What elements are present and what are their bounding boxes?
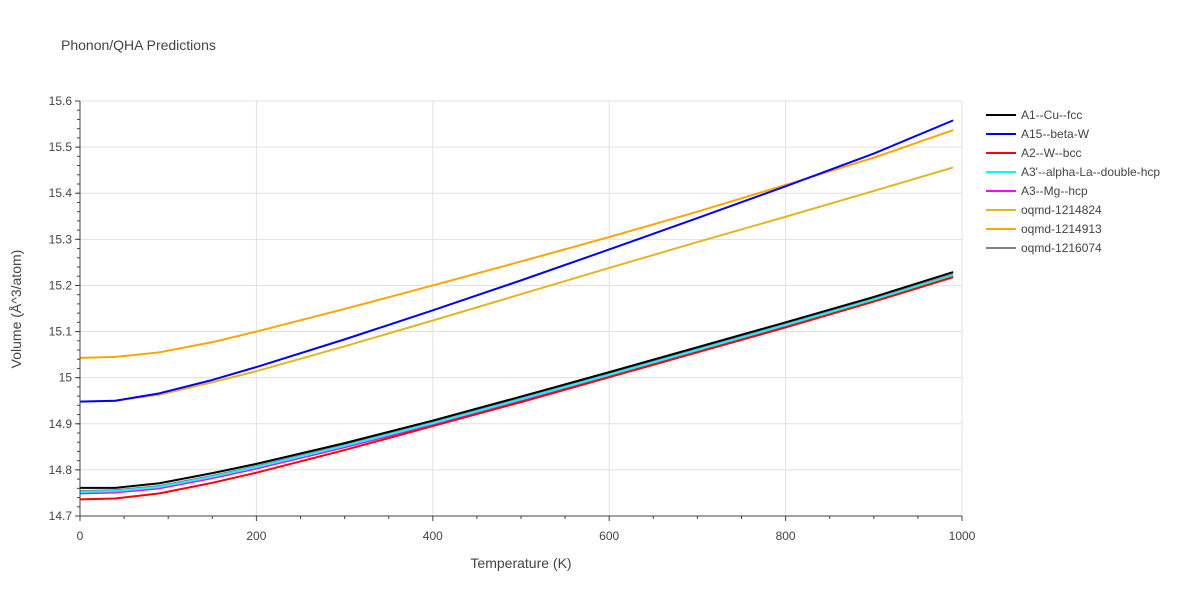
y-axis-title: Volume (Å^3/atom) <box>8 250 24 369</box>
y-tick-label: 14.7 <box>49 509 73 523</box>
legend-label-a3-alpha-la-double-hcp: A3'--alpha-La--double-hcp <box>1021 165 1160 179</box>
y-tick-label: 15 <box>59 371 73 385</box>
y-tick-label: 15.4 <box>49 186 73 200</box>
series-line-a15-beta-w <box>79 119 954 403</box>
x-tick-label: 1000 <box>949 529 976 543</box>
x-tick-label: 400 <box>423 529 443 543</box>
y-tick-label: 15.3 <box>49 232 73 246</box>
axes: 0 200 400 600 800 1000 14.7 14.8 14.9 15 15.1 15.2 1… <box>49 94 976 543</box>
legend-label-oqmd-1214913: oqmd-1214913 <box>1021 222 1102 236</box>
legend-label-a1-cu-fcc: A1--Cu--fcc <box>1021 108 1082 122</box>
series-line-oqmd-1214824 <box>79 166 954 403</box>
plot-area <box>79 119 954 501</box>
series-line-a3-alpha-la-double-hcp <box>79 274 954 494</box>
legend-label-a15-beta-w: A15--beta-W <box>1021 127 1090 141</box>
series-line-oqmd-1214913 <box>79 129 954 359</box>
grid <box>79 100 963 517</box>
y-tick-label: 15.6 <box>49 94 73 108</box>
y-tick-label: 14.8 <box>49 463 73 477</box>
y-tick-label: 15.1 <box>49 325 73 339</box>
legend-label-a2-w-bcc: A2--W--bcc <box>1021 146 1081 160</box>
legend: A1--Cu--fcc A15--beta-W A2--W--bcc A3'--alp… <box>986 108 1160 255</box>
chart-title: Phonon/QHA Predictions <box>61 37 216 53</box>
legend-label-a3-mg-hcp: A3--Mg--hcp <box>1021 184 1088 198</box>
y-tick-label: 15.2 <box>49 278 73 292</box>
x-tick-label: 600 <box>599 529 619 543</box>
x-tick-label: 200 <box>246 529 266 543</box>
x-tick-label: 0 <box>77 529 84 543</box>
series-line-a1-cu-fcc <box>80 271 954 489</box>
y-tick-label: 14.9 <box>49 417 73 431</box>
legend-label-oqmd-1214824: oqmd-1214824 <box>1021 203 1102 217</box>
x-tick-label: 800 <box>776 529 796 543</box>
series-line-a2-w-bcc <box>79 276 954 501</box>
legend-label-oqmd-1216074: oqmd-1216074 <box>1021 241 1102 255</box>
x-axis-title: Temperature (K) <box>470 555 571 571</box>
y-tick-label: 15.5 <box>49 140 73 154</box>
